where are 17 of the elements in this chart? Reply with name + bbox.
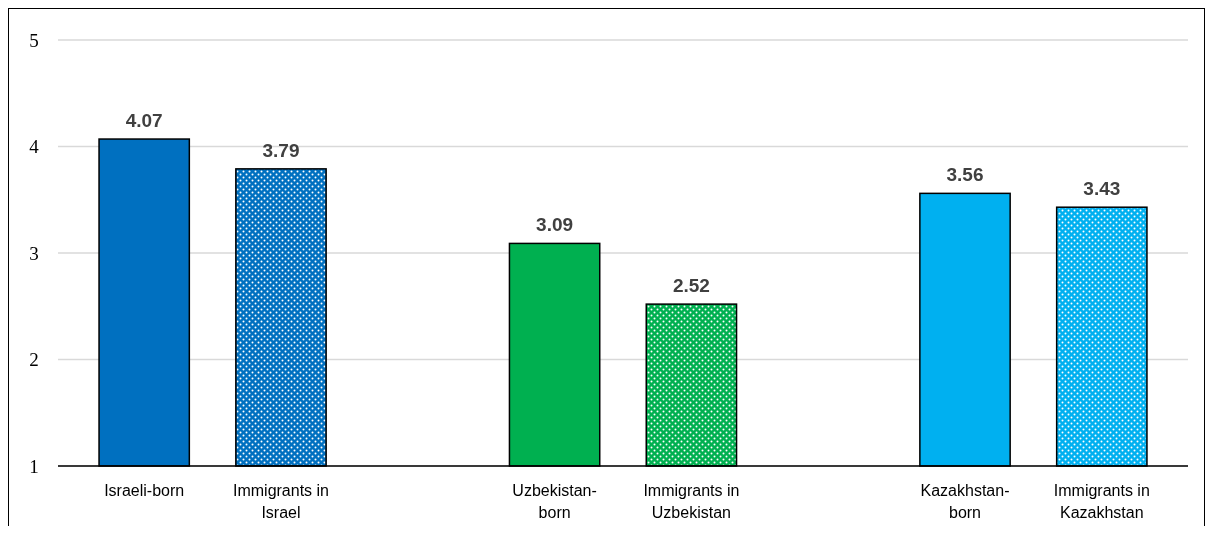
y-tick-label: 4 — [29, 136, 40, 158]
x-tick-label: Kazakhstan-born — [920, 482, 1010, 521]
x-tick-label: Immigrants in Uzbekistan — [643, 482, 740, 521]
x-tick-label: Immigrants in Israel — [232, 482, 330, 521]
y-tick-label: 5 — [29, 29, 39, 51]
data-label: 4.07 — [125, 110, 163, 132]
data-label: 3.09 — [536, 214, 574, 236]
x-tick-label: Uzbekistan-born — [512, 482, 597, 521]
x-tick-label: Israeli-born — [104, 482, 185, 499]
x-tick-label: Immigrants in Kazakhstan — [1053, 482, 1150, 521]
y-tick-label: 3 — [29, 242, 39, 264]
data-label: 3.43 — [1083, 178, 1121, 200]
data-label: 3.56 — [946, 164, 984, 186]
data-label: 2.52 — [672, 275, 710, 297]
y-tick-label: 2 — [29, 349, 39, 371]
data-label: 3.79 — [262, 139, 300, 161]
y-tick-label: 1 — [29, 455, 39, 477]
